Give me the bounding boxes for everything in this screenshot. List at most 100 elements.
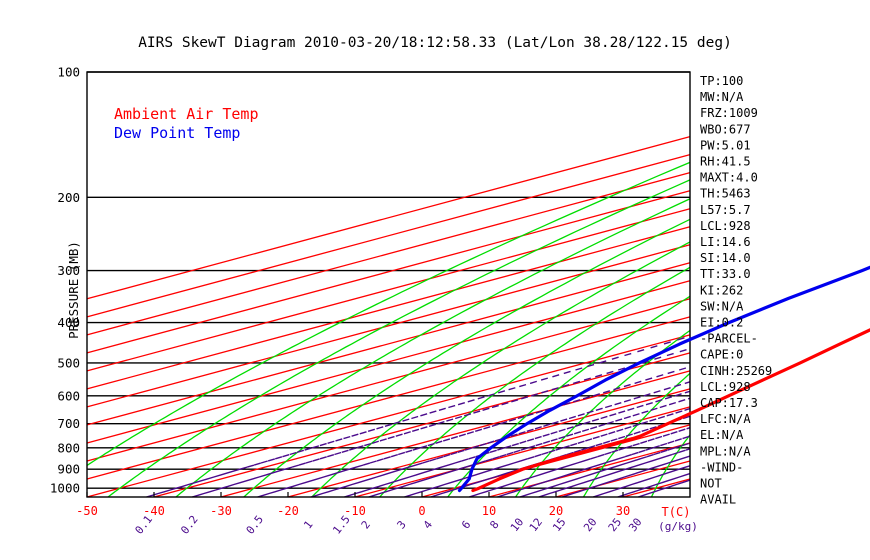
- mixing-ratio-tick-label: 20: [581, 516, 599, 534]
- legend-ambient-air-temp: Ambient Air Temp: [114, 105, 259, 123]
- mixing-ratio-tick-label: 2: [359, 518, 373, 531]
- isotherm-line: [86, 226, 691, 390]
- mixing-ratio-tick-label: 3: [394, 518, 408, 531]
- temp-bottom-tick-label: -40: [143, 504, 165, 518]
- mixing-ratio-tick-label: 25: [606, 516, 624, 534]
- isotherm-line: [86, 154, 691, 318]
- mixing-ratio-lines: [146, 335, 691, 498]
- background-grid-layer: [86, 71, 691, 498]
- pressure-tick-label: 900: [57, 462, 80, 477]
- parameter-item: CAP:17.3: [700, 396, 758, 410]
- parameter-item: LI:14.6: [700, 235, 751, 249]
- dry-adiabat-line: [175, 198, 691, 498]
- parameter-item: PW:5.01: [700, 138, 751, 152]
- isotherm-lines: [86, 136, 691, 498]
- parameter-item: AVAIL: [700, 493, 736, 507]
- pressure-tick-label: 700: [57, 416, 80, 431]
- isotherm-line: [86, 244, 691, 408]
- parameter-item: RH:41.5: [700, 155, 751, 169]
- mixing-ratio-tick-label: 4: [421, 518, 436, 532]
- temp-bottom-tick-label: 30: [616, 504, 630, 518]
- dry-adiabat-line: [447, 295, 691, 498]
- isotherm-line: [86, 208, 691, 372]
- pressure-tick-label: 400: [57, 315, 80, 330]
- temp-bottom-tick-label: -50: [76, 504, 98, 518]
- data-curves-layer: [457, 265, 870, 493]
- mixing-ratio-unit-label: (g/kg): [658, 520, 698, 533]
- mixing-ratio-tick-label: 6: [459, 518, 473, 531]
- temp-bottom-tick-label: 0: [418, 504, 425, 518]
- pressure-tick-label: 300: [57, 263, 80, 278]
- pressure-tick-label: 500: [57, 355, 80, 370]
- parameter-item: NOT: [700, 477, 722, 491]
- pressure-tick-labels: 100 200 300 400 500 600 700 800 900 1000: [50, 65, 80, 496]
- pressure-axis-label: PRESSURE (MB): [66, 241, 81, 339]
- mixing-ratio-line: [310, 381, 691, 498]
- mixing-ratio-line: [561, 455, 691, 498]
- temperature-bottom-tick-labels: -50 -40 -30 -20 -10 0 10 20 30: [76, 492, 630, 518]
- parameter-item: TP:100: [700, 74, 743, 88]
- parameter-item: LCL:928: [700, 219, 751, 233]
- pressure-tick-label: 100: [57, 65, 80, 80]
- temp-bottom-tick-label: -10: [344, 504, 366, 518]
- dry-adiabat-line: [650, 434, 691, 498]
- mixing-ratio-tick-label: 15: [550, 516, 568, 534]
- parameter-item: MW:N/A: [700, 90, 744, 104]
- parameter-item: FRZ:1009: [700, 106, 758, 120]
- parameter-item: TT:33.0: [700, 267, 751, 281]
- parameter-item: CINH:25269: [700, 364, 772, 378]
- pressure-tick-label: 200: [57, 190, 80, 205]
- isotherm-line: [86, 136, 691, 300]
- isotherm-line: [86, 316, 691, 480]
- parameter-item: MPL:N/A: [700, 444, 751, 458]
- parameter-item: -WIND-: [700, 460, 743, 474]
- isotherm-line: [86, 298, 691, 462]
- mixing-ratio-line: [468, 427, 691, 498]
- plot-frame: [86, 71, 691, 498]
- parameter-item: SI:14.0: [700, 251, 751, 265]
- mixing-ratio-tick-label: 1: [301, 518, 315, 531]
- isotherm-line: [86, 172, 691, 336]
- isotherm-line: [86, 190, 691, 354]
- temp-bottom-tick-label: 10: [482, 504, 496, 518]
- parameter-item: KI:262: [700, 283, 743, 297]
- parameter-item: MAXT:4.0: [700, 171, 758, 185]
- parameter-item: CAPE:0: [700, 348, 743, 362]
- mixing-ratio-line: [519, 442, 691, 498]
- mixing-ratio-tick-label: 12: [527, 516, 545, 534]
- chart-title: AIRS SkewT Diagram 2010-03-20/18:12:58.3…: [138, 35, 732, 51]
- dry-adiabat-line: [243, 218, 691, 498]
- mixing-ratio-line: [538, 448, 691, 498]
- mixing-ratio-line: [404, 407, 691, 498]
- mixing-ratio-line: [192, 348, 691, 498]
- parameter-item: -PARCEL-: [700, 332, 758, 346]
- isotherm-line: [354, 406, 691, 498]
- temp-bottom-tick-label: -20: [277, 504, 299, 518]
- dry-adiabat-line: [86, 161, 691, 466]
- mixing-ratio-line: [592, 465, 691, 498]
- parameter-item: SW:N/A: [700, 299, 744, 313]
- temp-bottom-tick-label: -30: [210, 504, 232, 518]
- parameter-item: EI:0.2: [700, 316, 743, 330]
- mixing-ratio-tick-label: 0.5: [244, 513, 266, 537]
- mixing-ratio-line: [617, 472, 691, 498]
- mixing-ratio-line: [637, 479, 691, 498]
- mixing-ratio-line: [344, 390, 691, 498]
- parameter-item: LCL:928: [700, 380, 751, 394]
- isotherm-line: [153, 352, 691, 498]
- parameter-item: LFC:N/A: [700, 412, 751, 426]
- derived-parameters-panel: TP:100 MW:N/A FRZ:1009 WBO:677 PW:5.01 RH:41.…: [700, 74, 772, 507]
- parameter-item: L57:5.7: [700, 203, 751, 217]
- isotherm-line: [86, 262, 691, 426]
- mixing-ratio-line: [368, 397, 691, 498]
- isotherm-line: [421, 424, 691, 498]
- temperature-axis-unit-label: T(C): [662, 505, 691, 519]
- legend-dew-point-temp: Dew Point Temp: [114, 124, 240, 142]
- dry-adiabat-line: [107, 179, 691, 498]
- pressure-tick-label: 800: [57, 440, 80, 455]
- ambient-air-temp-curve: [471, 328, 870, 493]
- pressure-tick-label: 600: [57, 388, 80, 403]
- mixing-ratio-line: [497, 435, 691, 498]
